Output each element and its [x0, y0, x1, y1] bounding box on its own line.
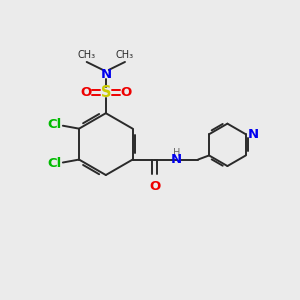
Text: O: O — [80, 86, 92, 99]
Text: O: O — [120, 86, 131, 99]
Text: H: H — [173, 148, 181, 158]
Text: CH₃: CH₃ — [116, 50, 134, 60]
Text: S: S — [100, 85, 111, 100]
Text: N: N — [248, 128, 259, 141]
Text: N: N — [100, 68, 111, 81]
Text: O: O — [149, 180, 160, 193]
Text: Cl: Cl — [47, 158, 62, 170]
Text: Cl: Cl — [47, 118, 62, 131]
Text: CH₃: CH₃ — [78, 50, 96, 60]
Text: N: N — [171, 153, 182, 166]
